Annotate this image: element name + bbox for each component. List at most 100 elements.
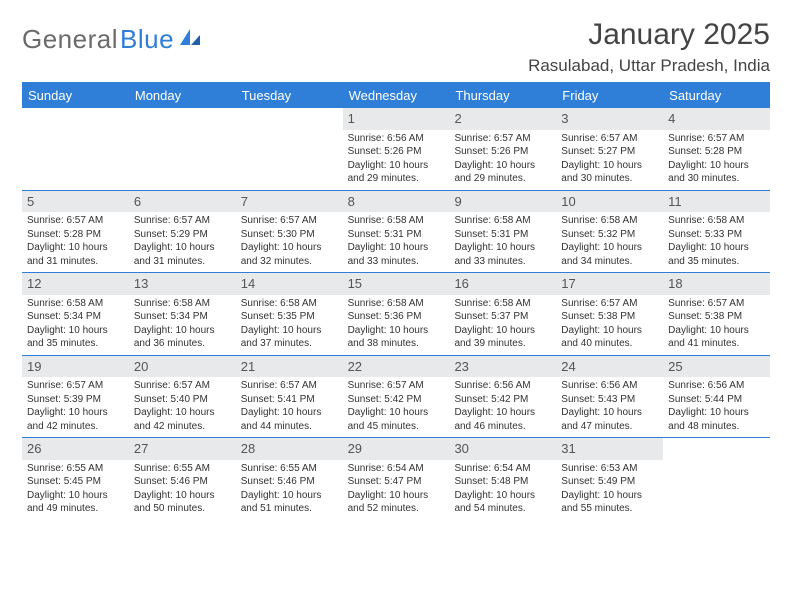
sunset-text: Sunset: 5:40 PM xyxy=(134,393,231,407)
day-cell: 27Sunrise: 6:55 AMSunset: 5:46 PMDayligh… xyxy=(129,438,236,520)
day-number: 11 xyxy=(663,191,770,213)
day-body: Sunrise: 6:58 AMSunset: 5:31 PMDaylight:… xyxy=(343,212,450,272)
daylight-text: Daylight: 10 hours and 36 minutes. xyxy=(134,324,231,351)
day-cell: 28Sunrise: 6:55 AMSunset: 5:46 PMDayligh… xyxy=(236,438,343,520)
day-number: 18 xyxy=(663,273,770,295)
day-number: 2 xyxy=(449,108,556,130)
sunrise-text: Sunrise: 6:57 AM xyxy=(134,214,231,228)
week-row: 19Sunrise: 6:57 AMSunset: 5:39 PMDayligh… xyxy=(22,355,770,438)
sail-icon xyxy=(178,27,202,52)
day-body: Sunrise: 6:58 AMSunset: 5:31 PMDaylight:… xyxy=(449,212,556,272)
day-body: Sunrise: 6:57 AMSunset: 5:39 PMDaylight:… xyxy=(22,377,129,437)
sunrise-text: Sunrise: 6:57 AM xyxy=(27,379,124,393)
daylight-text: Daylight: 10 hours and 30 minutes. xyxy=(668,159,765,186)
daylight-text: Daylight: 10 hours and 45 minutes. xyxy=(348,406,445,433)
day-cell: 19Sunrise: 6:57 AMSunset: 5:39 PMDayligh… xyxy=(22,356,129,438)
sunrise-text: Sunrise: 6:57 AM xyxy=(134,379,231,393)
sunset-text: Sunset: 5:45 PM xyxy=(27,475,124,489)
day-body: Sunrise: 6:57 AMSunset: 5:41 PMDaylight:… xyxy=(236,377,343,437)
sunset-text: Sunset: 5:38 PM xyxy=(561,310,658,324)
sunset-text: Sunset: 5:48 PM xyxy=(454,475,551,489)
day-number: 24 xyxy=(556,356,663,378)
daylight-text: Daylight: 10 hours and 46 minutes. xyxy=(454,406,551,433)
day-number: 28 xyxy=(236,438,343,460)
location: Rasulabad, Uttar Pradesh, India xyxy=(528,56,770,76)
day-cell: 17Sunrise: 6:57 AMSunset: 5:38 PMDayligh… xyxy=(556,273,663,355)
daylight-text: Daylight: 10 hours and 29 minutes. xyxy=(454,159,551,186)
day-cell: 24Sunrise: 6:56 AMSunset: 5:43 PMDayligh… xyxy=(556,356,663,438)
sunset-text: Sunset: 5:42 PM xyxy=(454,393,551,407)
day-cell: 8Sunrise: 6:58 AMSunset: 5:31 PMDaylight… xyxy=(343,191,450,273)
day-number: 13 xyxy=(129,273,236,295)
day-body: Sunrise: 6:57 AMSunset: 5:27 PMDaylight:… xyxy=(556,130,663,190)
day-body: Sunrise: 6:53 AMSunset: 5:49 PMDaylight:… xyxy=(556,460,663,520)
daylight-text: Daylight: 10 hours and 31 minutes. xyxy=(134,241,231,268)
day-cell: 15Sunrise: 6:58 AMSunset: 5:36 PMDayligh… xyxy=(343,273,450,355)
sunset-text: Sunset: 5:28 PM xyxy=(27,228,124,242)
sunset-text: Sunset: 5:41 PM xyxy=(241,393,338,407)
daylight-text: Daylight: 10 hours and 40 minutes. xyxy=(561,324,658,351)
weekday-header: Friday xyxy=(556,84,663,107)
day-number: 19 xyxy=(22,356,129,378)
day-body: Sunrise: 6:55 AMSunset: 5:46 PMDaylight:… xyxy=(129,460,236,520)
day-number: 12 xyxy=(22,273,129,295)
sunrise-text: Sunrise: 6:58 AM xyxy=(454,297,551,311)
sunrise-text: Sunrise: 6:56 AM xyxy=(454,379,551,393)
day-number: 23 xyxy=(449,356,556,378)
sunset-text: Sunset: 5:26 PM xyxy=(454,145,551,159)
day-number: 17 xyxy=(556,273,663,295)
month-title: January 2025 xyxy=(528,18,770,52)
sunset-text: Sunset: 5:46 PM xyxy=(241,475,338,489)
day-cell xyxy=(129,108,236,190)
day-cell: 5Sunrise: 6:57 AMSunset: 5:28 PMDaylight… xyxy=(22,191,129,273)
sunrise-text: Sunrise: 6:58 AM xyxy=(454,214,551,228)
day-body: Sunrise: 6:56 AMSunset: 5:26 PMDaylight:… xyxy=(343,130,450,190)
day-body: Sunrise: 6:57 AMSunset: 5:28 PMDaylight:… xyxy=(22,212,129,272)
day-number: 20 xyxy=(129,356,236,378)
sunset-text: Sunset: 5:39 PM xyxy=(27,393,124,407)
day-body: Sunrise: 6:57 AMSunset: 5:29 PMDaylight:… xyxy=(129,212,236,272)
logo-text-1: General xyxy=(22,24,118,55)
daylight-text: Daylight: 10 hours and 47 minutes. xyxy=(561,406,658,433)
sunrise-text: Sunrise: 6:57 AM xyxy=(241,379,338,393)
sunset-text: Sunset: 5:27 PM xyxy=(561,145,658,159)
sunset-text: Sunset: 5:26 PM xyxy=(348,145,445,159)
daylight-text: Daylight: 10 hours and 49 minutes. xyxy=(27,489,124,516)
day-number: 4 xyxy=(663,108,770,130)
sunset-text: Sunset: 5:37 PM xyxy=(454,310,551,324)
day-body: Sunrise: 6:57 AMSunset: 5:42 PMDaylight:… xyxy=(343,377,450,437)
daylight-text: Daylight: 10 hours and 42 minutes. xyxy=(27,406,124,433)
day-number: 25 xyxy=(663,356,770,378)
day-body: Sunrise: 6:57 AMSunset: 5:38 PMDaylight:… xyxy=(663,295,770,355)
weekday-header: Tuesday xyxy=(236,84,343,107)
day-number: 29 xyxy=(343,438,450,460)
daylight-text: Daylight: 10 hours and 37 minutes. xyxy=(241,324,338,351)
sunrise-text: Sunrise: 6:57 AM xyxy=(27,214,124,228)
week-row: 5Sunrise: 6:57 AMSunset: 5:28 PMDaylight… xyxy=(22,190,770,273)
day-body: Sunrise: 6:58 AMSunset: 5:34 PMDaylight:… xyxy=(22,295,129,355)
day-number: 3 xyxy=(556,108,663,130)
sunrise-text: Sunrise: 6:57 AM xyxy=(668,297,765,311)
day-body: Sunrise: 6:56 AMSunset: 5:44 PMDaylight:… xyxy=(663,377,770,437)
sunset-text: Sunset: 5:34 PM xyxy=(27,310,124,324)
sunrise-text: Sunrise: 6:58 AM xyxy=(348,297,445,311)
sunset-text: Sunset: 5:30 PM xyxy=(241,228,338,242)
week-row: 12Sunrise: 6:58 AMSunset: 5:34 PMDayligh… xyxy=(22,272,770,355)
day-number: 10 xyxy=(556,191,663,213)
day-cell: 1Sunrise: 6:56 AMSunset: 5:26 PMDaylight… xyxy=(343,108,450,190)
logo-text-2: Blue xyxy=(120,24,174,55)
sunrise-text: Sunrise: 6:56 AM xyxy=(668,379,765,393)
sunset-text: Sunset: 5:29 PM xyxy=(134,228,231,242)
day-cell: 13Sunrise: 6:58 AMSunset: 5:34 PMDayligh… xyxy=(129,273,236,355)
day-number: 8 xyxy=(343,191,450,213)
day-number: 22 xyxy=(343,356,450,378)
daylight-text: Daylight: 10 hours and 34 minutes. xyxy=(561,241,658,268)
daylight-text: Daylight: 10 hours and 31 minutes. xyxy=(27,241,124,268)
sunrise-text: Sunrise: 6:54 AM xyxy=(454,462,551,476)
day-number: 21 xyxy=(236,356,343,378)
daylight-text: Daylight: 10 hours and 33 minutes. xyxy=(348,241,445,268)
sunrise-text: Sunrise: 6:58 AM xyxy=(241,297,338,311)
sunset-text: Sunset: 5:31 PM xyxy=(454,228,551,242)
day-number: 27 xyxy=(129,438,236,460)
sunset-text: Sunset: 5:28 PM xyxy=(668,145,765,159)
